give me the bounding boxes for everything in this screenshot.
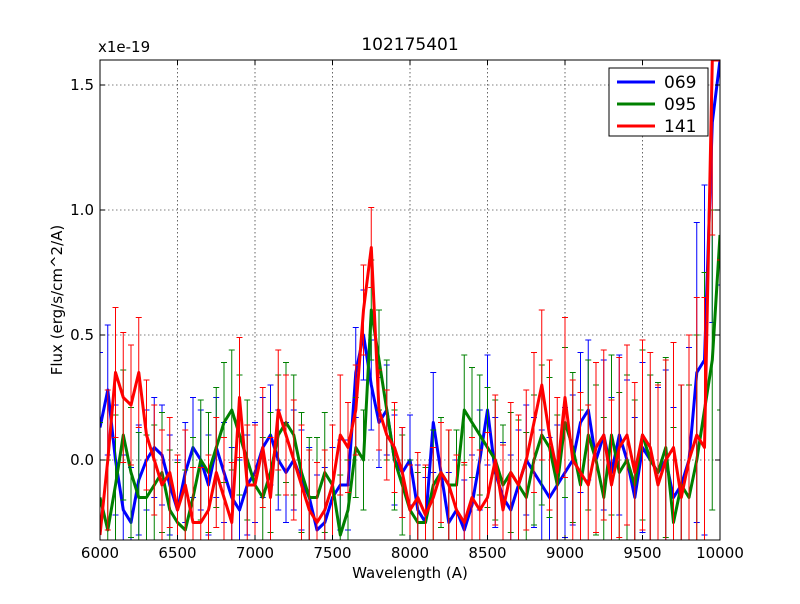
x-tick-label: 10000 [696, 544, 744, 562]
x-tick-label: 9000 [546, 544, 584, 562]
y-axis-label: Flux (erg/s/cm^2/A) [48, 225, 66, 376]
y-tick-label: 0.0 [70, 451, 94, 469]
y-tick-label: 0.5 [70, 326, 94, 344]
legend-label-141: 141 [664, 117, 696, 137]
x-tick-label: 8500 [468, 544, 506, 562]
x-tick-label: 8000 [391, 544, 429, 562]
y-multiplier-label: x1e-19 [98, 38, 150, 56]
x-tick-label: 9500 [623, 544, 661, 562]
x-tick-label: 6500 [158, 544, 196, 562]
tick-layer: 6000 6500 7000 7500 8000 8500 9000 9500 10000 0.0… [70, 60, 744, 562]
y-tick-label: 1.5 [70, 76, 94, 94]
legend-label-069: 069 [664, 73, 696, 93]
chart-title: 102175401 [361, 35, 458, 55]
x-tick-label: 6000 [81, 544, 119, 562]
legend-label-095: 095 [664, 95, 696, 115]
x-tick-label: 7000 [236, 544, 274, 562]
series-line-141 [100, 60, 720, 536]
series-layer [100, 60, 720, 540]
series-141 [100, 60, 720, 540]
x-tick-label: 7500 [313, 544, 351, 562]
x-axis-label: Wavelength (A) [352, 564, 468, 582]
y-tick-label: 1.0 [70, 201, 94, 219]
